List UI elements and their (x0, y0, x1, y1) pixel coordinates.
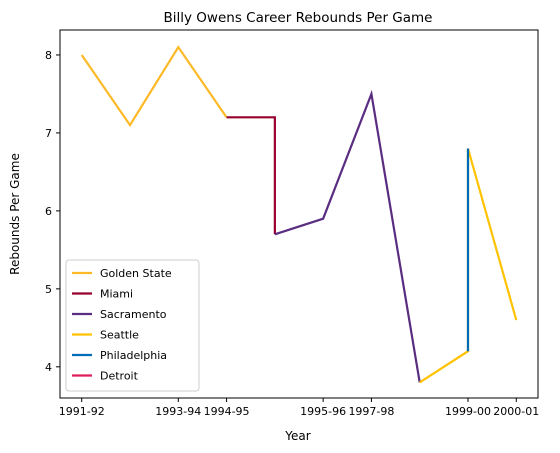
x-axis-ticks: 1991-92 1993-94 1994-95 1995-96 1997-98 1999-… (59, 398, 539, 418)
legend-label-philadelphia: Philadelphia (100, 349, 167, 362)
series-layer (80, 45, 518, 384)
chart-title: Billy Owens Career Rebounds Per Game (164, 10, 433, 26)
plot-frame (59, 29, 539, 399)
series-line-golden-state (80, 45, 228, 128)
x-tick-label: 1999-00 (445, 405, 491, 418)
y-tick-label: 5 (45, 283, 52, 296)
y-axis-ticks: 4 5 6 7 8 (45, 49, 60, 374)
x-tick-label: 1991-92 (59, 405, 105, 418)
series-line-miami (226, 116, 276, 235)
legend: Golden State Miami Sacramento Seattle Philad… (65, 259, 200, 392)
x-tick-label: 1997-98 (348, 405, 394, 418)
x-tick-label: 2000-01 (493, 405, 539, 418)
y-tick-label: 8 (45, 49, 52, 62)
legend-label-sacramento: Sacramento (100, 308, 167, 321)
x-axis-label: Year (284, 429, 310, 443)
legend-label-seattle: Seattle (100, 329, 139, 342)
legend-label-golden-state: Golden State (100, 267, 172, 280)
x-tick-label: 1995-96 (300, 405, 346, 418)
y-tick-label: 7 (45, 127, 52, 140)
series-line-sacramento (274, 89, 421, 383)
legend-label-miami: Miami (100, 288, 133, 301)
legend-frame (65, 259, 200, 392)
legend-label-detroit: Detroit (100, 370, 139, 383)
x-tick-label: 1994-95 (204, 405, 250, 418)
y-axis-label: Rebounds Per Game (8, 153, 22, 275)
y-tick-label: 6 (45, 205, 52, 218)
x-tick-label: 1993-94 (155, 405, 201, 418)
y-tick-label: 4 (45, 361, 52, 374)
